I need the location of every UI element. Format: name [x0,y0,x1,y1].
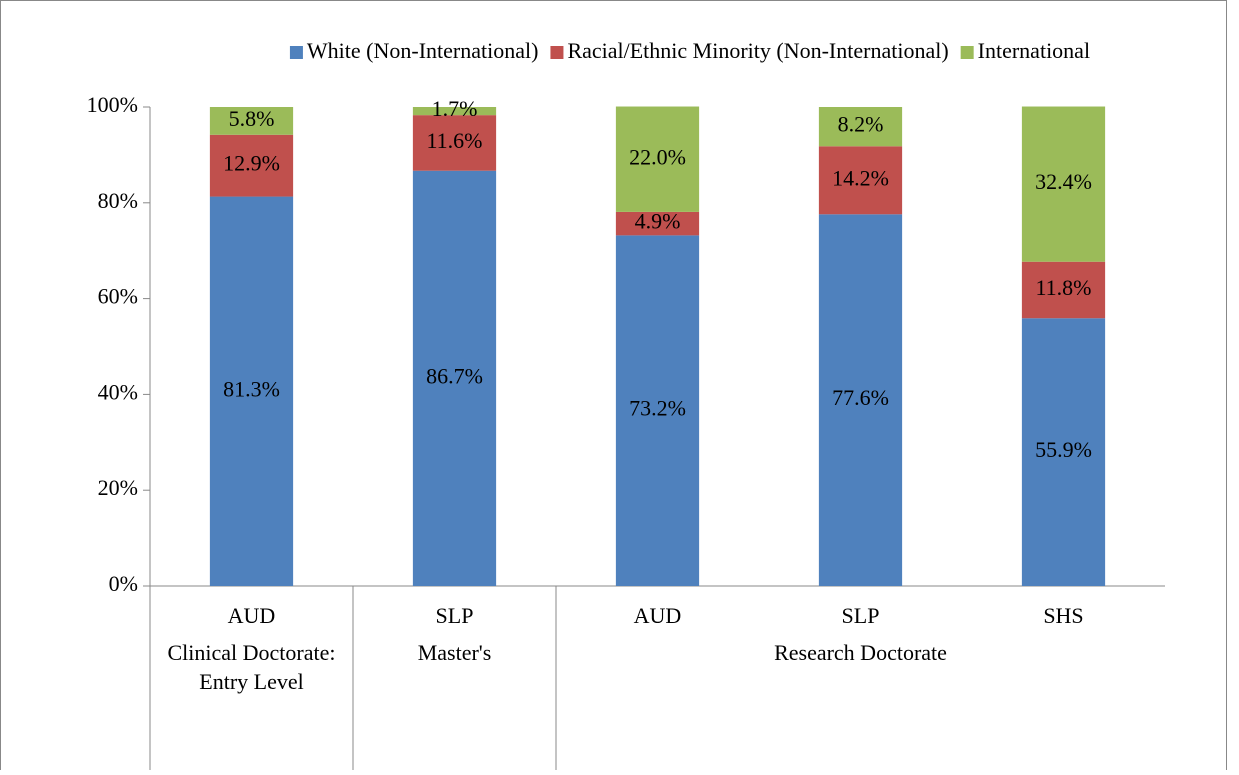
bar-segment [1021,318,1106,586]
bar-segment [615,211,700,236]
legend-label: Racial/Ethnic Minority (Non-Internationa… [567,38,948,63]
data-label: 22.0% [629,144,686,169]
y-tick-label: 100% [87,92,138,117]
data-label: 11.8% [1035,275,1091,300]
bar-segment [412,170,497,586]
x-tick-label: SHS [1043,603,1083,628]
bar-segment [1021,106,1106,262]
bar-segment [615,106,700,212]
legend-swatch [960,46,974,59]
data-label: 77.6% [832,385,889,410]
data-label: 11.6% [426,128,482,153]
data-label: 32.4% [1035,169,1092,194]
bar-segment [818,214,903,586]
data-label: 8.2% [838,112,884,137]
y-tick-label: 80% [98,188,138,213]
bar-segment [412,115,497,171]
category-group-label: Research Doctorate [774,640,947,665]
bar-segment [412,107,497,116]
data-label: 4.9% [635,209,681,234]
bar-segment [615,235,700,586]
data-label: 55.9% [1035,437,1092,462]
legend-label: White (Non-International) [307,38,539,63]
x-tick-label: AUD [634,603,682,628]
y-tick-label: 60% [98,284,138,309]
data-label: 12.9% [223,151,280,176]
bar-segment [209,196,294,586]
x-tick-label: SLP [842,603,880,628]
data-label: 5.8% [229,106,275,131]
y-tick-label: 20% [98,475,138,500]
data-label: 14.2% [832,165,889,190]
bar-segment [1021,261,1106,319]
legend-swatch [289,46,303,59]
category-group-label: Master's [417,640,492,665]
bar-segment [818,146,903,215]
bar-segment [209,134,294,197]
data-label: 1.7% [432,96,478,121]
category-group-label: Clinical Doctorate: Entry Level [167,640,336,694]
bar-segment [818,107,903,147]
legend-label: International [978,38,1090,63]
x-tick-label: AUD [228,603,276,628]
y-tick-label: 0% [109,571,138,596]
data-label: 73.2% [629,396,686,421]
data-label: 86.7% [426,363,483,388]
data-label: 81.3% [223,376,280,401]
y-tick-label: 40% [98,379,138,404]
x-tick-label: SLP [436,603,474,628]
legend-swatch [550,46,564,59]
bar-segment [209,107,294,135]
